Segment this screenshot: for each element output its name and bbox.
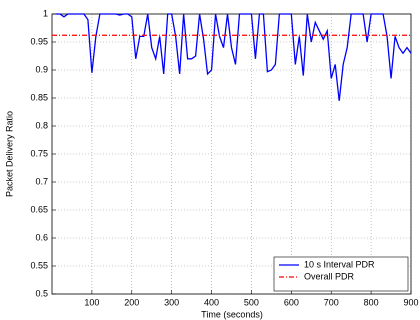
y-tick-label: 1 bbox=[43, 8, 48, 18]
x-tick-label: 600 bbox=[284, 297, 299, 307]
y-tick-label: 0.7 bbox=[35, 176, 48, 186]
legend-label: Overall PDR bbox=[304, 271, 355, 281]
y-tick-label: 0.8 bbox=[35, 120, 48, 130]
x-tick-label: 500 bbox=[244, 297, 259, 307]
y-tick-label: 0.95 bbox=[30, 36, 48, 46]
y-tick-label: 0.75 bbox=[30, 148, 48, 158]
x-tick-label: 100 bbox=[84, 297, 99, 307]
y-tick-label: 0.5 bbox=[35, 288, 48, 298]
x-tick-label: 800 bbox=[364, 297, 379, 307]
x-tick-label: 300 bbox=[164, 297, 179, 307]
x-tick-label: 900 bbox=[403, 297, 418, 307]
y-tick-label: 0.65 bbox=[30, 204, 48, 214]
y-tick-label: 0.85 bbox=[30, 92, 48, 102]
legend-box bbox=[273, 256, 409, 292]
y-tick-label: 0.9 bbox=[35, 64, 48, 74]
y-axis-label: Packet Delivery Ratio bbox=[4, 111, 14, 197]
x-tick-label: 700 bbox=[324, 297, 339, 307]
x-tick-label: 200 bbox=[124, 297, 139, 307]
y-tick-label: 0.55 bbox=[30, 260, 48, 270]
plot-frame bbox=[51, 13, 412, 295]
legend-label: 10 s Interval PDR bbox=[304, 259, 375, 269]
x-axis-label: Time (seconds) bbox=[201, 309, 263, 319]
data-line bbox=[55, 13, 412, 101]
x-tick-label: 400 bbox=[204, 297, 219, 307]
y-tick-label: 0.6 bbox=[35, 232, 48, 242]
